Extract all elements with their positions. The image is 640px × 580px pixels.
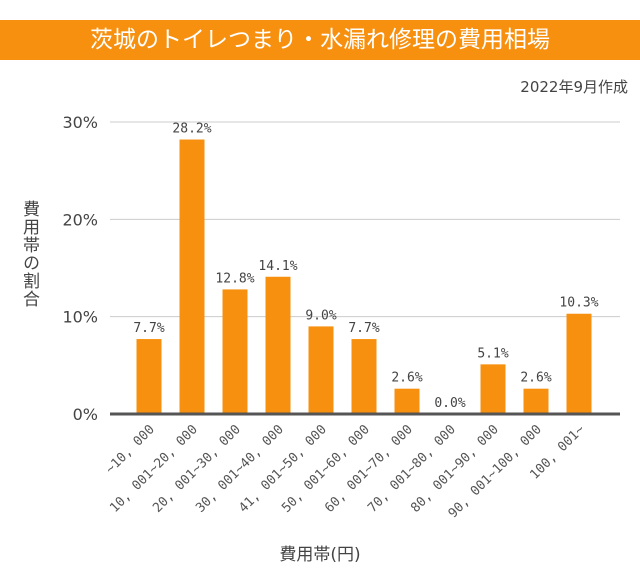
y-tick-label: 10% bbox=[62, 308, 98, 327]
data-label: 2.6% bbox=[391, 371, 422, 386]
data-label: 2.6% bbox=[520, 371, 551, 386]
data-label: 28.2% bbox=[172, 122, 211, 137]
bar bbox=[566, 313, 592, 414]
y-axis-label: 費用帯の割合 bbox=[19, 200, 39, 308]
chart-title: 茨城のトイレつまり・水漏れ修理の費用相場 bbox=[0, 20, 640, 60]
bar bbox=[523, 388, 549, 414]
data-label: 7.7% bbox=[133, 321, 164, 336]
x-axis-label: 費用帯(円) bbox=[279, 545, 361, 565]
bar bbox=[394, 388, 420, 414]
bar bbox=[480, 364, 506, 414]
chart-subtitle: 2022年9月作成 bbox=[520, 78, 628, 96]
data-label: 0.0% bbox=[434, 396, 465, 411]
data-label: 12.8% bbox=[215, 271, 254, 286]
data-label: 5.1% bbox=[477, 346, 508, 361]
data-label: 10.3% bbox=[559, 296, 598, 311]
bar bbox=[351, 339, 377, 414]
data-label: 9.0% bbox=[305, 308, 336, 323]
data-label: 7.7% bbox=[348, 321, 379, 336]
data-label: 14.1% bbox=[258, 259, 297, 274]
bar bbox=[136, 339, 162, 414]
y-tick-label: 0% bbox=[73, 405, 98, 424]
y-tick-label: 20% bbox=[62, 210, 98, 229]
bar bbox=[265, 276, 291, 414]
y-tick-label: 30% bbox=[62, 113, 98, 132]
bar bbox=[308, 326, 334, 414]
bar bbox=[222, 289, 248, 414]
bar bbox=[179, 139, 205, 414]
